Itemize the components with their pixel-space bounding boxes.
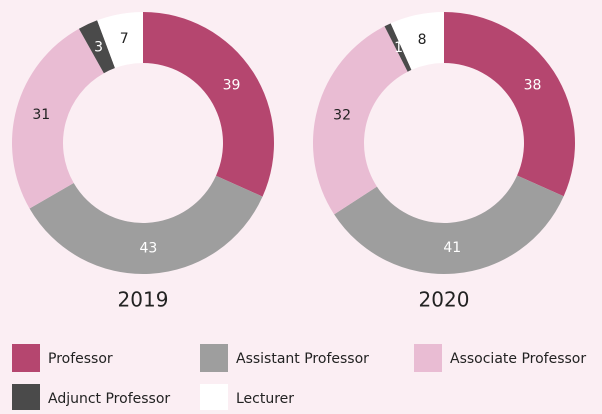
legend-label: Lecturer xyxy=(236,391,294,407)
pie-title: 2020 xyxy=(419,288,470,312)
slice-label: 43 xyxy=(139,240,157,256)
pie-slice xyxy=(11,28,104,209)
legend-label: Associate Professor xyxy=(450,351,586,367)
pie-slice xyxy=(384,23,412,72)
slice-label: 7 xyxy=(120,31,129,47)
legend-label: Assistant Professor xyxy=(236,351,369,367)
legend-label: Professor xyxy=(48,351,113,367)
legend-label: Adjunct Professor xyxy=(48,391,170,407)
slice-label: 31 xyxy=(32,107,50,123)
slice-label: 41 xyxy=(443,240,461,256)
pie-slice xyxy=(312,26,408,215)
pie-slice xyxy=(143,12,274,197)
legend-swatch xyxy=(414,344,442,372)
slice-label: 3 xyxy=(94,39,103,55)
slice-label: 1 xyxy=(394,40,403,56)
legend-swatch xyxy=(12,344,40,372)
slice-label: 39 xyxy=(223,78,241,94)
legend-swatch xyxy=(200,384,228,412)
pie-title: 2019 xyxy=(118,288,169,312)
pie-slice xyxy=(334,175,564,274)
legend-swatch xyxy=(12,384,40,412)
pie-slice xyxy=(97,12,143,69)
pie-slice xyxy=(390,12,444,70)
slice-label: 32 xyxy=(333,108,351,124)
pie-slice xyxy=(78,20,115,74)
pie-slice xyxy=(444,12,575,197)
pie-slice xyxy=(29,175,263,274)
slice-label: 8 xyxy=(418,32,427,48)
legend-swatch xyxy=(200,344,228,372)
slice-label: 38 xyxy=(524,78,542,94)
